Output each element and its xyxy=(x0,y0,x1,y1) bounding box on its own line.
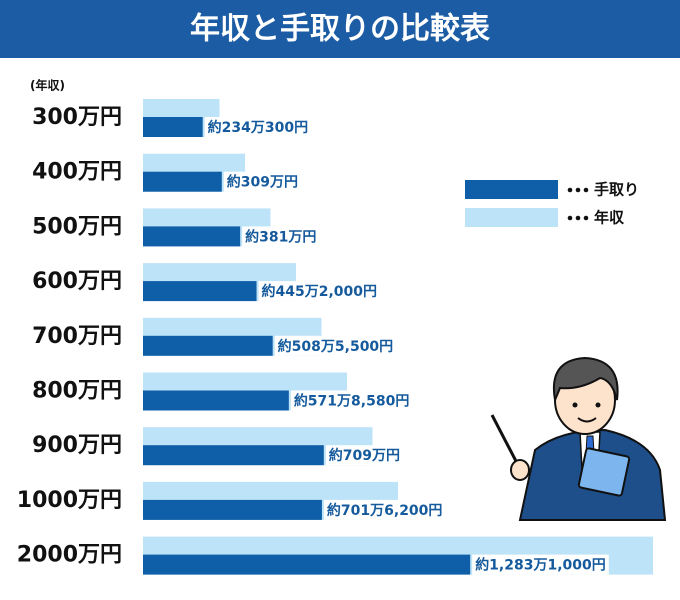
value-label-bg xyxy=(258,281,381,302)
legend-swatch xyxy=(465,180,558,199)
bar xyxy=(143,171,222,192)
value-label-bg xyxy=(274,335,397,356)
value-label: 約309万円 xyxy=(227,174,298,191)
y-tick-label: 1000万円 xyxy=(17,488,122,513)
y-tick-label: 2000万円 xyxy=(17,543,122,568)
bar xyxy=(143,335,273,356)
value-label: 約381万円 xyxy=(245,228,316,245)
y-tick-label: 800万円 xyxy=(32,379,122,404)
legend-dot xyxy=(575,215,581,221)
value-label-bg xyxy=(242,226,320,247)
y-tick-label: 600万円 xyxy=(32,269,122,294)
legend-dot xyxy=(583,187,589,193)
title-banner xyxy=(0,0,680,58)
axis-label: (年収) xyxy=(30,78,65,93)
value-label: 約571万8,580円 xyxy=(294,393,410,410)
value-label-bg xyxy=(204,117,312,137)
y-tick-label: 900万円 xyxy=(32,433,122,458)
legend-label: 手取り xyxy=(594,181,639,199)
legend-label: 年収 xyxy=(594,209,625,227)
value-label: 約234万300円 xyxy=(208,119,308,136)
value-label: 約709万円 xyxy=(329,447,400,464)
legend-dot xyxy=(567,215,573,221)
value-label-bg xyxy=(472,554,609,575)
value-label: 約701万6,200円 xyxy=(327,502,443,519)
bar xyxy=(143,554,471,575)
y-tick-label: 500万円 xyxy=(32,214,122,239)
bar xyxy=(143,281,257,302)
bar xyxy=(143,445,324,466)
value-label: 約445万2,000円 xyxy=(262,283,378,300)
bar xyxy=(143,117,203,137)
value-label-bg xyxy=(223,171,302,192)
y-tick-label: 300万円 xyxy=(32,105,122,130)
value-label-bg xyxy=(290,390,413,411)
legend-dot xyxy=(583,215,589,221)
legend-dot xyxy=(567,187,573,193)
value-label-bg xyxy=(325,445,404,466)
chart-title: 年収と手取りの比較表 xyxy=(190,12,490,47)
bar xyxy=(143,499,322,520)
legend-swatch xyxy=(465,208,558,227)
bar xyxy=(143,390,289,411)
value-label: 約1,283万1,000円 xyxy=(475,557,606,574)
bar xyxy=(143,226,241,247)
legend-dot xyxy=(575,187,581,193)
illustration xyxy=(490,356,667,521)
y-tick-label: 700万円 xyxy=(32,324,122,349)
value-label: 約508万5,500円 xyxy=(278,338,394,355)
value-label-bg xyxy=(323,499,446,520)
y-tick-label: 400万円 xyxy=(32,160,122,185)
